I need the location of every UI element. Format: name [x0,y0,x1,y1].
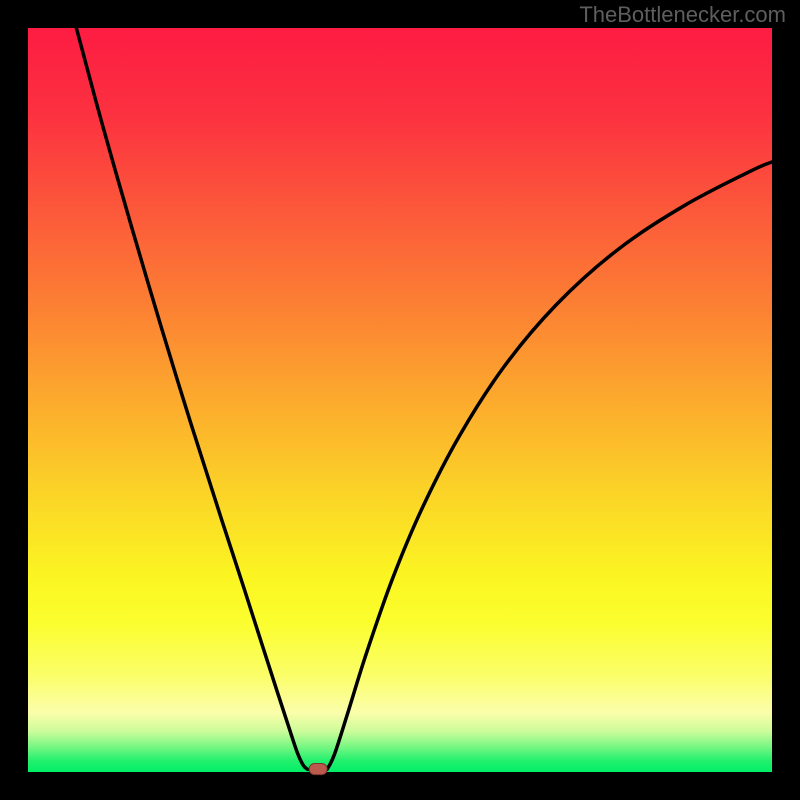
minimum-marker [309,763,327,774]
bottleneck-chart-svg [0,0,800,800]
plot-background [28,28,772,772]
watermark-text: TheBottlenecker.com [579,2,786,28]
chart-container: TheBottlenecker.com [0,0,800,800]
